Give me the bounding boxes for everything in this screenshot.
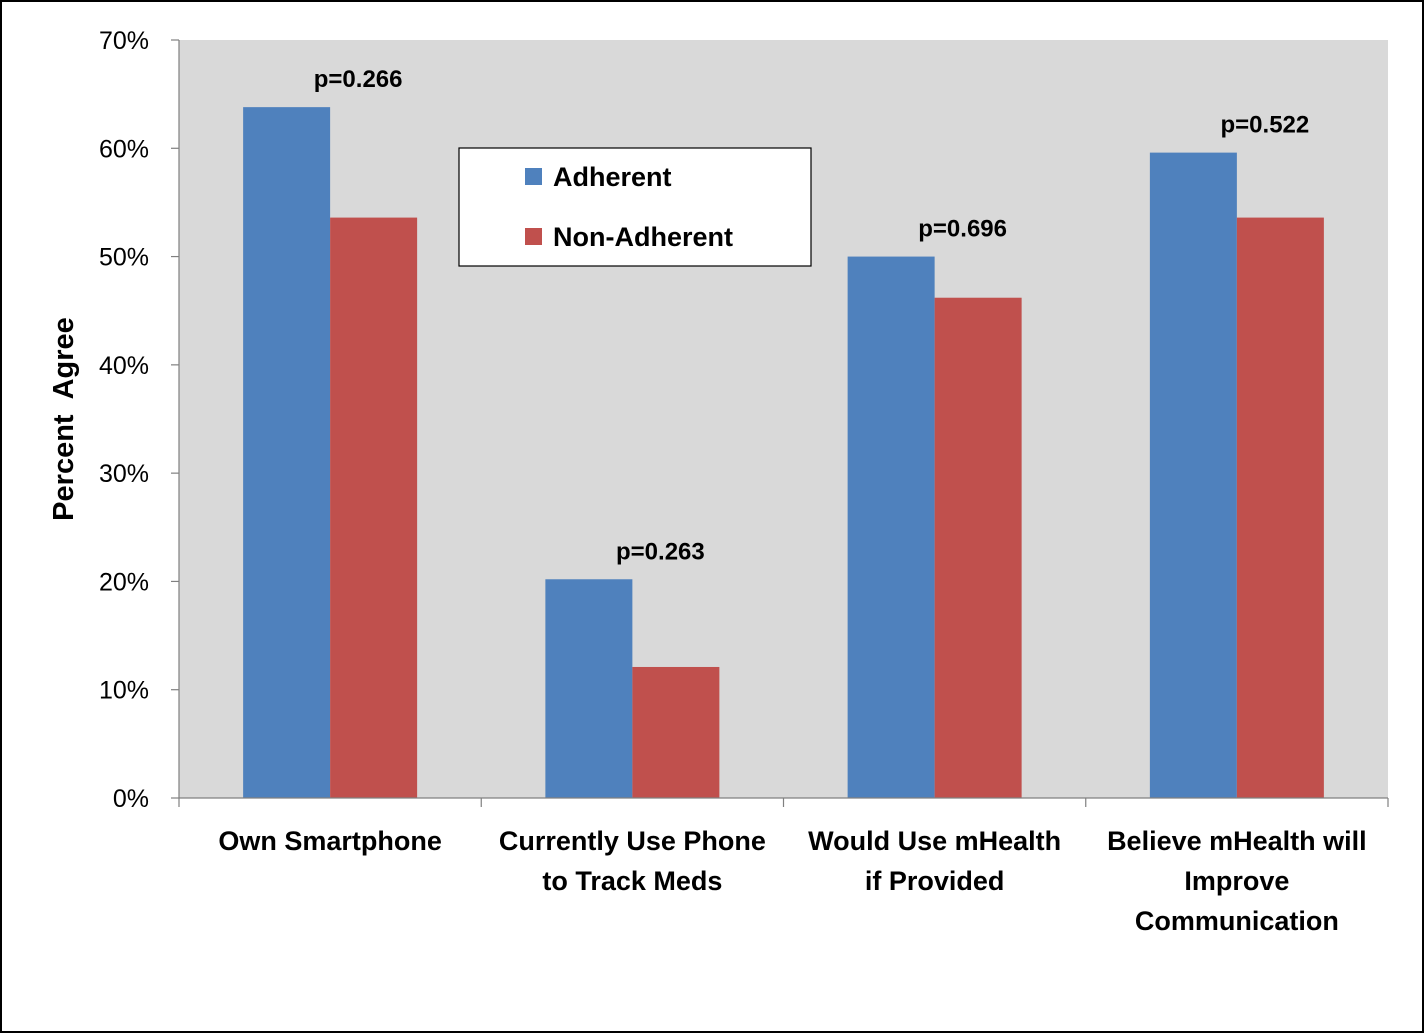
- y-tick-label: 10%: [99, 677, 149, 705]
- y-axis-label: Percent Agree: [48, 317, 80, 521]
- legend-box: [458, 147, 812, 267]
- y-tick-label: 70%: [99, 27, 149, 55]
- x-category-label: to Track Meds: [542, 866, 722, 896]
- axes-layer: 0% 10% 20% 30% 40% 50% 60% 70%: [99, 27, 1389, 813]
- y-tick-label: 0%: [113, 785, 149, 813]
- x-category-label: Improve: [1184, 866, 1289, 896]
- bar-adherent-3: [847, 256, 935, 799]
- bar-adherent-4: [1149, 152, 1237, 799]
- x-category-label: Would Use mHealth: [808, 826, 1061, 856]
- bars-layer: [243, 107, 1324, 799]
- x-category-label: Believe mHealth will: [1107, 826, 1367, 856]
- x-category-label: Currently Use Phone: [499, 826, 766, 856]
- p-value-label: p=0.522: [1221, 112, 1310, 139]
- y-tick-label: 40%: [99, 352, 149, 380]
- legend-label-non-adherent: Non-Adherent: [553, 222, 733, 252]
- x-category-label: Communication: [1135, 906, 1339, 936]
- bar-non-adherent-4: [1236, 217, 1324, 799]
- p-value-label: p=0.696: [918, 216, 1007, 243]
- y-tick-label: 50%: [99, 244, 149, 272]
- bar-adherent-2: [545, 579, 633, 798]
- bar-non-adherent-3: [934, 297, 1022, 798]
- p-value-label: p=0.266: [314, 66, 403, 93]
- y-tick-label: 60%: [99, 135, 149, 163]
- legend-swatch-adherent: [525, 168, 542, 185]
- labels-layer: p=0.266 Own Smartphone p=0.263 Currently Us…: [218, 66, 1366, 936]
- p-value-label: p=0.263: [616, 538, 705, 565]
- legend-swatch-non-adherent: [525, 228, 542, 245]
- bar-non-adherent-2: [632, 666, 720, 798]
- y-tick-label: 20%: [99, 568, 149, 596]
- x-category-label: if Provided: [865, 866, 1005, 896]
- bar-non-adherent-1: [330, 217, 418, 799]
- legend-label-adherent: Adherent: [553, 162, 672, 192]
- bar-adherent-1: [243, 107, 331, 798]
- y-tick-label: 30%: [99, 460, 149, 488]
- legend: Adherent Non-Adherent: [458, 147, 812, 267]
- x-category-label: Own Smartphone: [218, 826, 442, 856]
